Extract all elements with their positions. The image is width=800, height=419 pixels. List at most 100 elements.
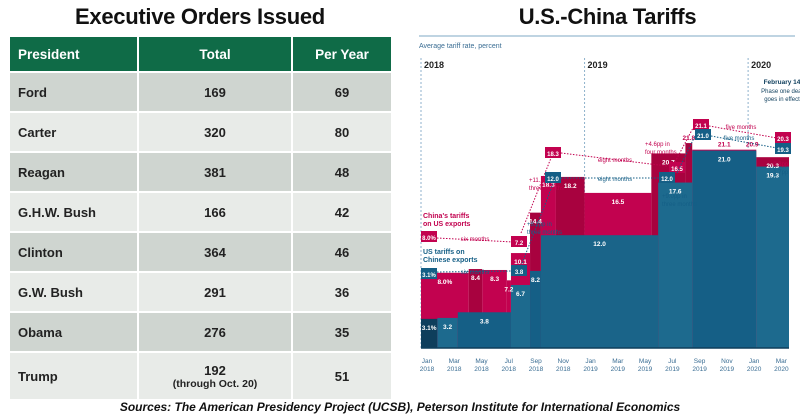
us-note: +8.2pp in	[527, 222, 552, 228]
cell-per-year: 35	[293, 313, 391, 351]
china-20-3-box	[775, 132, 791, 143]
x-tick-label: 2018	[529, 366, 544, 373]
x-tick-label: 2019	[665, 366, 680, 373]
tariff-chart-svg: Average tariff rate, percent 2018 2019 2020…	[419, 35, 800, 373]
us-bar-label: 12.0	[593, 241, 606, 248]
header-total: Total	[139, 37, 292, 71]
x-tick-label: 2019	[720, 366, 735, 373]
year-label: 2019	[588, 60, 608, 70]
cell-president-text: Clinton	[18, 244, 63, 260]
table-row: Trump 192 (through Oct. 20) 51	[10, 353, 391, 399]
cell-president: Clinton	[10, 233, 137, 271]
cell-per-year-text: 36	[334, 284, 350, 300]
us-tariff-bar	[457, 312, 511, 348]
x-tick-label: May	[475, 358, 488, 365]
annotation-connector	[436, 237, 514, 243]
china-note: +4.6pp in	[645, 142, 670, 148]
china-bar-label: 21.1	[718, 142, 731, 149]
cell-per-year-text: 51	[334, 368, 350, 384]
x-tick-label: 2020	[747, 366, 762, 373]
x-tick-label: 2018	[474, 366, 489, 373]
china-18-3-box	[545, 147, 561, 158]
table-row: G.W. Bush 291 36	[10, 273, 391, 311]
tariffs-title: U.S.-China Tariffs	[518, 4, 697, 29]
cell-total-text: 192	[204, 362, 226, 378]
us-tariff-bar	[658, 182, 693, 348]
cell-total: 169	[139, 73, 292, 111]
us-bar-label: 17.6	[669, 189, 682, 196]
china-bar-label: 18.2	[564, 183, 577, 190]
subtitle: Average tariff rate, percent	[419, 43, 502, 50]
china-bar-label: 7.2	[504, 286, 513, 293]
tariff-chart: Average tariff rate, percent 2018 2019 2020…	[415, 28, 800, 400]
us-21-0-text: 21.0	[697, 134, 709, 140]
cell-per-year-text: 48	[334, 164, 350, 180]
china-note: five months	[726, 125, 757, 131]
cell-per-year: 51	[293, 353, 391, 399]
china-bar-label: 21.8	[682, 135, 695, 142]
cell-president: Reagan	[10, 153, 137, 191]
china-bar-label: 20.3	[766, 163, 779, 170]
cell-president-text: Trump	[18, 368, 58, 384]
cell-per-year-text: 46	[334, 244, 350, 260]
cell-president: Trump	[10, 353, 137, 399]
executive-orders-table: President Total Per Year Ford 169 69 Carter…	[8, 35, 393, 401]
cell-total-text: 320	[204, 124, 226, 140]
cell-per-year: 48	[293, 153, 391, 191]
us-bar-label: 6.7	[516, 291, 525, 298]
sources-caption: Sources: The American Presidency Project…	[119, 400, 681, 414]
x-tick-label: 2020	[774, 366, 789, 373]
cell-president: Ford	[10, 73, 137, 111]
cell-president: G.H.W. Bush	[10, 193, 137, 231]
cell-total-text: 166	[204, 204, 226, 220]
cell-total-text: 381	[204, 164, 226, 180]
annotation-connector	[710, 135, 778, 149]
us-note: eight months	[598, 177, 632, 183]
change-china: −0.8pp	[770, 162, 789, 168]
cell-president: G.W. Bush	[10, 273, 137, 311]
cell-president-text: G.H.W. Bush	[18, 204, 96, 220]
us-12-0-b-box	[659, 172, 675, 183]
us-tariff-bar	[510, 285, 531, 348]
cell-president-text: Ford	[18, 84, 47, 100]
us-bar-label: 3.8	[480, 318, 489, 325]
annotation-connector	[520, 152, 554, 234]
header-per-year: Per Year	[293, 37, 391, 71]
x-tick-label: 2019	[583, 366, 598, 373]
us-tariff-bar	[530, 270, 541, 348]
china-21-1-box	[693, 119, 709, 130]
annotation-connector	[674, 127, 694, 163]
cell-per-year: 46	[293, 233, 391, 271]
cell-total: 291	[139, 273, 292, 311]
us-bar-label: 19.3	[766, 173, 779, 180]
us-tariff-bar	[692, 150, 757, 348]
us-note: six months	[461, 270, 490, 276]
china-note: six months	[461, 237, 490, 243]
us-start-box	[421, 268, 437, 279]
us-tariff-bar	[540, 235, 659, 348]
legend-us-line1: US tariffs on	[423, 249, 465, 256]
cell-president: Obama	[10, 313, 137, 351]
x-tick-label: May	[639, 358, 652, 365]
table-row: Carter 320 80	[10, 113, 391, 151]
china-bar-label: 8.3	[490, 276, 499, 283]
change-us: −1.7pp	[770, 170, 789, 176]
table-row: Ford 169 69	[10, 73, 391, 111]
cell-per-year: 42	[293, 193, 391, 231]
cell-president: Carter	[10, 113, 137, 151]
china-bar-label: 20.7	[662, 159, 675, 166]
china-18-3-text: 18.3	[547, 152, 559, 158]
cell-total-text: 291	[204, 284, 226, 300]
cell-per-year: 36	[293, 273, 391, 311]
us-bar-label: 3.2	[443, 324, 452, 331]
legend-china-line2: on US exports	[423, 221, 471, 228]
x-tick-label: Nov	[558, 358, 570, 365]
china-bar-label: 16.5	[612, 199, 625, 206]
us-note: three months	[662, 202, 697, 208]
cell-total: 381	[139, 153, 292, 191]
us-note: five months	[724, 136, 755, 142]
china-20-3-text: 20.3	[777, 137, 789, 143]
x-tick-label: Mar	[776, 358, 788, 365]
china-16-5-box	[669, 162, 685, 173]
phase-one-date: February 14	[764, 79, 800, 86]
